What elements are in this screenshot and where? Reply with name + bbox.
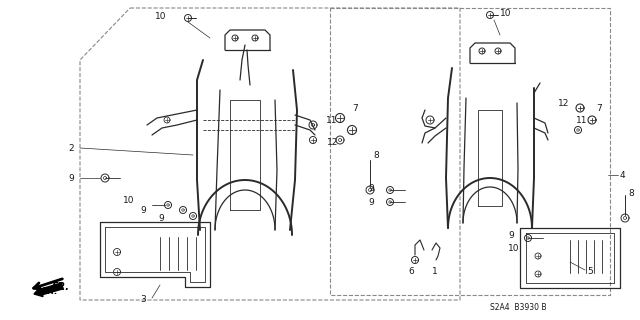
Text: 3: 3	[140, 295, 146, 305]
Text: 7: 7	[596, 103, 602, 113]
Text: 9: 9	[140, 205, 146, 214]
Text: 9: 9	[508, 230, 514, 239]
Text: FR.: FR.	[52, 282, 70, 292]
Text: 9: 9	[368, 197, 374, 206]
Text: 6: 6	[408, 268, 413, 276]
Text: 12: 12	[327, 138, 339, 147]
FancyArrow shape	[34, 283, 63, 297]
Text: 11: 11	[326, 116, 337, 124]
Text: 1: 1	[432, 268, 438, 276]
Text: 10: 10	[508, 244, 520, 252]
Text: 8: 8	[373, 150, 379, 159]
Text: 4: 4	[620, 171, 626, 180]
Text: 10: 10	[500, 9, 511, 18]
Text: 10: 10	[123, 196, 134, 204]
Text: 9: 9	[68, 173, 74, 182]
Text: FR.: FR.	[42, 287, 58, 297]
Text: S2A4  B3930 B: S2A4 B3930 B	[490, 303, 547, 313]
Text: 7: 7	[352, 103, 358, 113]
Text: 8: 8	[628, 188, 634, 197]
Text: 9: 9	[158, 213, 164, 222]
Text: 2: 2	[68, 143, 74, 153]
Text: 10: 10	[155, 12, 166, 20]
Text: 5: 5	[587, 268, 593, 276]
Text: 11: 11	[576, 116, 588, 124]
Text: 9: 9	[368, 183, 374, 193]
Text: 12: 12	[558, 99, 570, 108]
